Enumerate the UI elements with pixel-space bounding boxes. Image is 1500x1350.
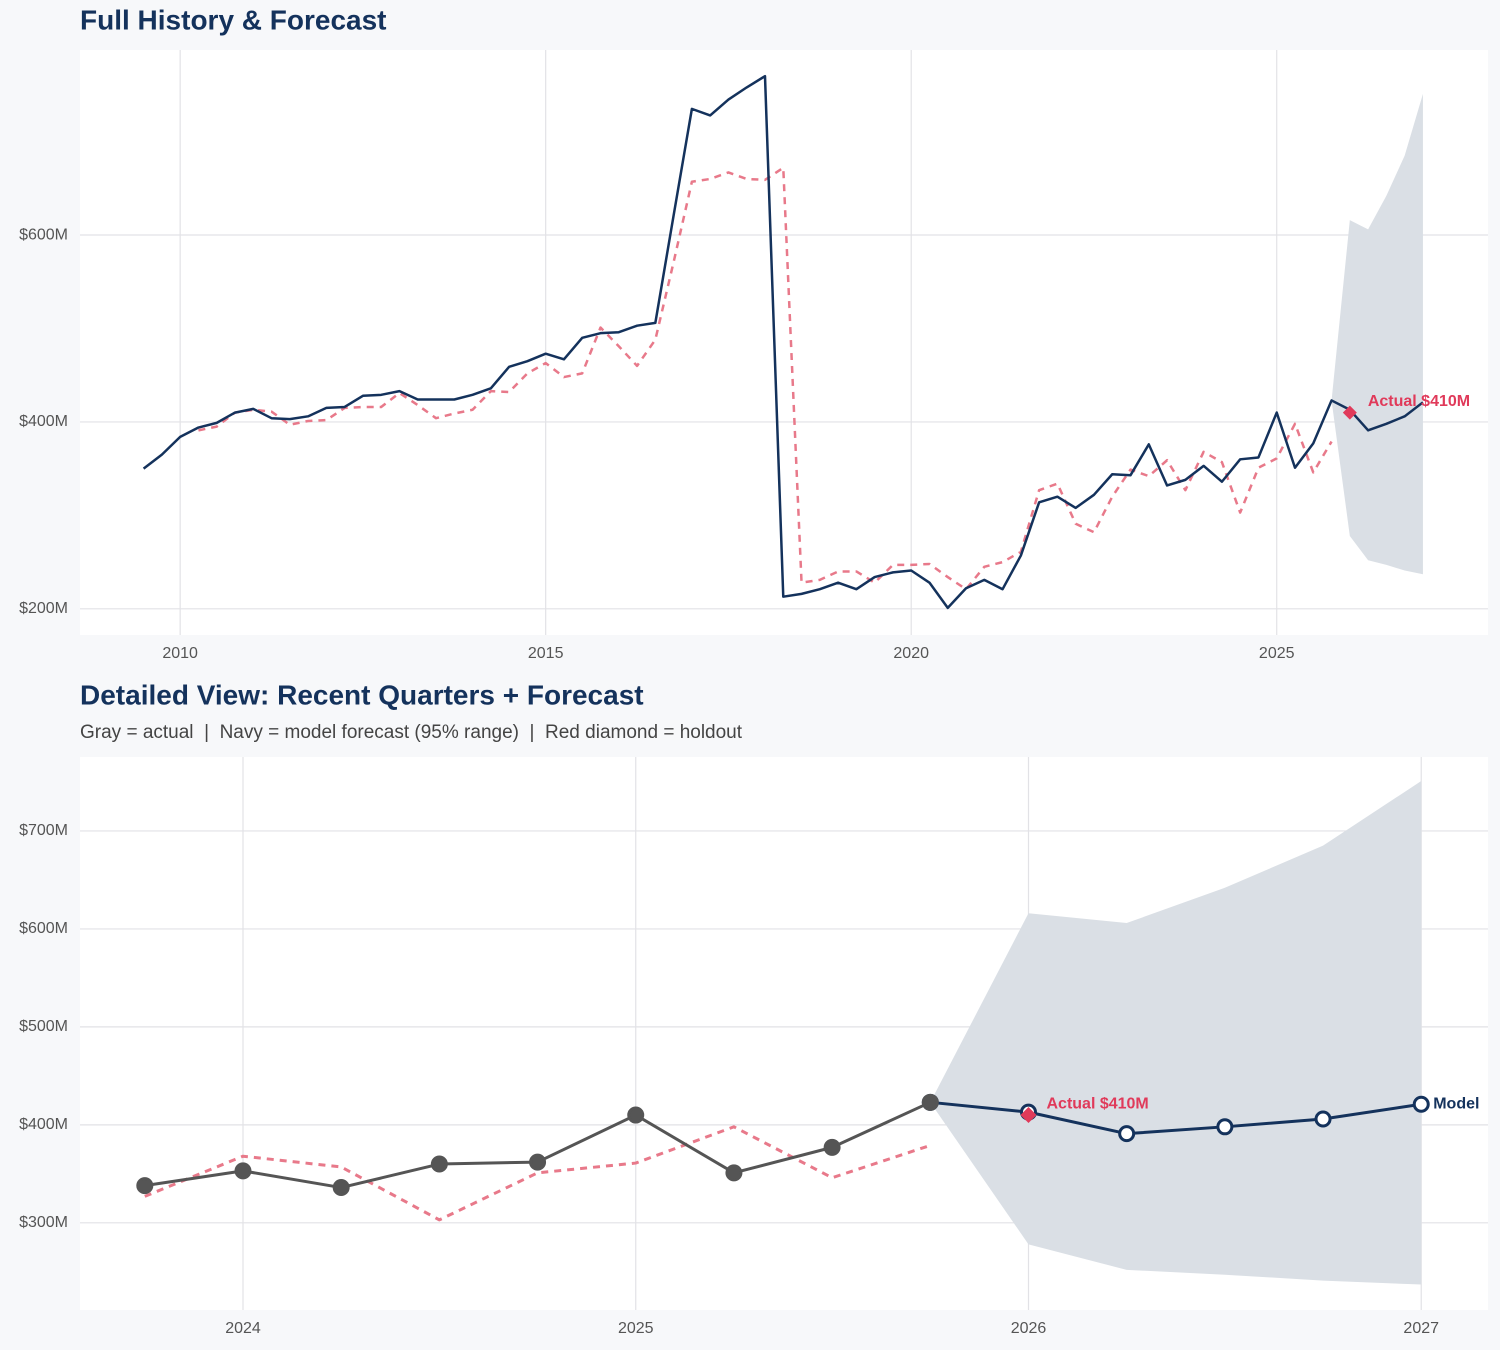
y-tick-label: $400M [19, 413, 68, 430]
holdout-label: Actual $410M [1368, 393, 1470, 410]
fitted-line [144, 1125, 931, 1222]
series-line [142, 74, 1424, 610]
series-line [930, 1100, 1422, 1136]
chart-subtitle: Gray = actual | Navy = model forecast (9… [80, 722, 743, 743]
data-point [823, 1138, 841, 1156]
plot-area [80, 50, 1488, 635]
data-point [921, 1093, 939, 1111]
chart-title: Full History & Forecast [80, 4, 387, 35]
y-tick-label: $200M [19, 600, 68, 617]
forecast-band [930, 781, 1422, 1285]
y-tick-label: $400M [19, 1116, 68, 1133]
x-tick-label: 2010 [162, 645, 198, 662]
holdout-marker [1342, 405, 1357, 420]
y-tick-label: $600M [19, 226, 68, 243]
x-tick-label: 2024 [225, 1320, 261, 1337]
data-point [1314, 1110, 1332, 1128]
holdout-marker [1020, 1107, 1037, 1124]
forecast-band [1331, 93, 1423, 575]
data-point [1216, 1118, 1234, 1136]
data-point [529, 1153, 547, 1171]
holdout-label: Actual $410M [1046, 1095, 1148, 1112]
x-tick-label: 2020 [893, 645, 929, 662]
data-point [1412, 1095, 1430, 1113]
fitted-line [198, 166, 1333, 591]
chart-title: Detailed View: Recent Quarters + Forecas… [80, 679, 644, 710]
x-tick-label: 2027 [1403, 1320, 1439, 1337]
data-point [136, 1177, 154, 1195]
x-tick-label: 2025 [618, 1320, 654, 1337]
y-tick-label: $700M [19, 822, 68, 839]
data-point [332, 1179, 350, 1197]
y-tick-label: $600M [19, 920, 68, 937]
data-point [627, 1106, 645, 1124]
y-tick-label: $300M [19, 1214, 68, 1231]
x-tick-label: 2015 [528, 645, 564, 662]
x-tick-label: 2025 [1259, 645, 1295, 662]
data-point [430, 1155, 448, 1173]
data-point [234, 1162, 252, 1180]
y-tick-label: $500M [19, 1018, 68, 1035]
data-point [725, 1164, 743, 1182]
end-label: Model [1433, 1095, 1479, 1112]
data-point [1118, 1125, 1136, 1143]
x-tick-label: 2026 [1011, 1320, 1047, 1337]
